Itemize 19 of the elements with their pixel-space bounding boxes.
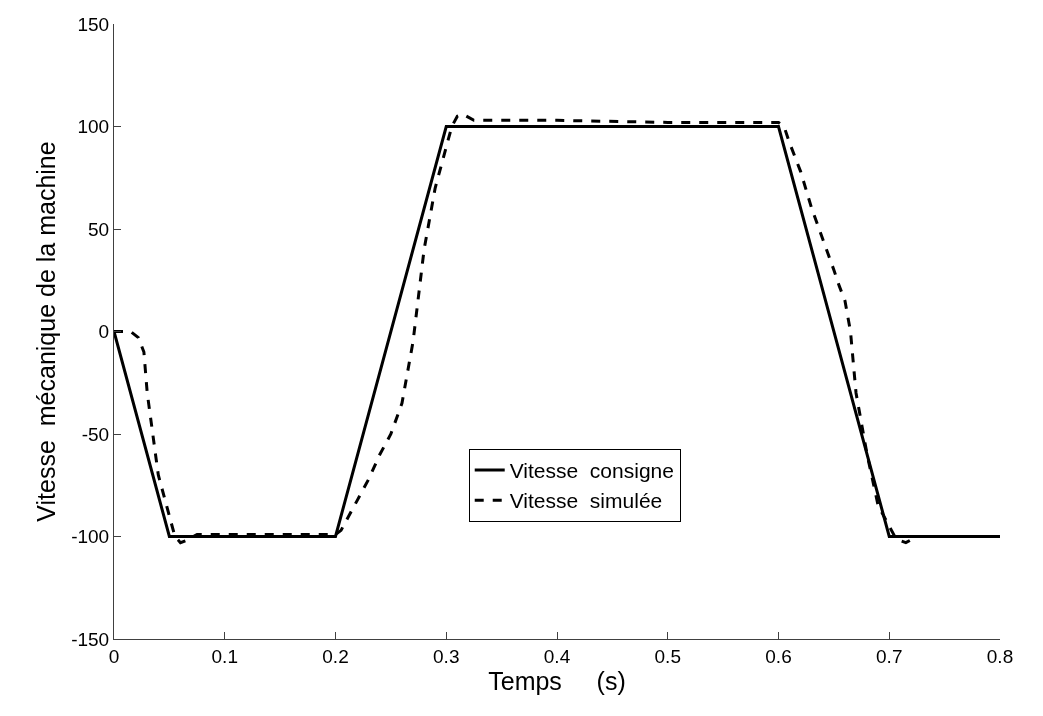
x-tick-label: 0.8 bbox=[986, 645, 1014, 667]
legend-label: Vitesse consigne bbox=[509, 459, 674, 483]
x-tick-label: 0.7 bbox=[876, 645, 903, 667]
y-tick-label: 50 bbox=[88, 218, 110, 240]
y-tick-label: -100 bbox=[71, 526, 110, 548]
legend-label: Vitesse simulée bbox=[509, 489, 663, 513]
x-tick-label: 0.2 bbox=[322, 645, 349, 667]
y-tick-label: 0 bbox=[98, 321, 110, 343]
x-axis-title: Temps (s) bbox=[488, 666, 626, 695]
y-tick-label: -50 bbox=[81, 423, 110, 445]
x-tick-label: 0.4 bbox=[543, 645, 571, 667]
y-tick-label: 150 bbox=[77, 13, 110, 35]
x-tick-label: 0.6 bbox=[765, 645, 792, 667]
x-tick-label: 0.1 bbox=[211, 645, 238, 667]
x-tick-label: 0.5 bbox=[654, 645, 681, 667]
y-tick-label: -150 bbox=[71, 628, 110, 650]
x-tick-label: 0.3 bbox=[433, 645, 460, 667]
y-tick-label: 100 bbox=[77, 116, 110, 138]
y-axis-title: Vitesse mécanique de la machine bbox=[31, 141, 60, 522]
